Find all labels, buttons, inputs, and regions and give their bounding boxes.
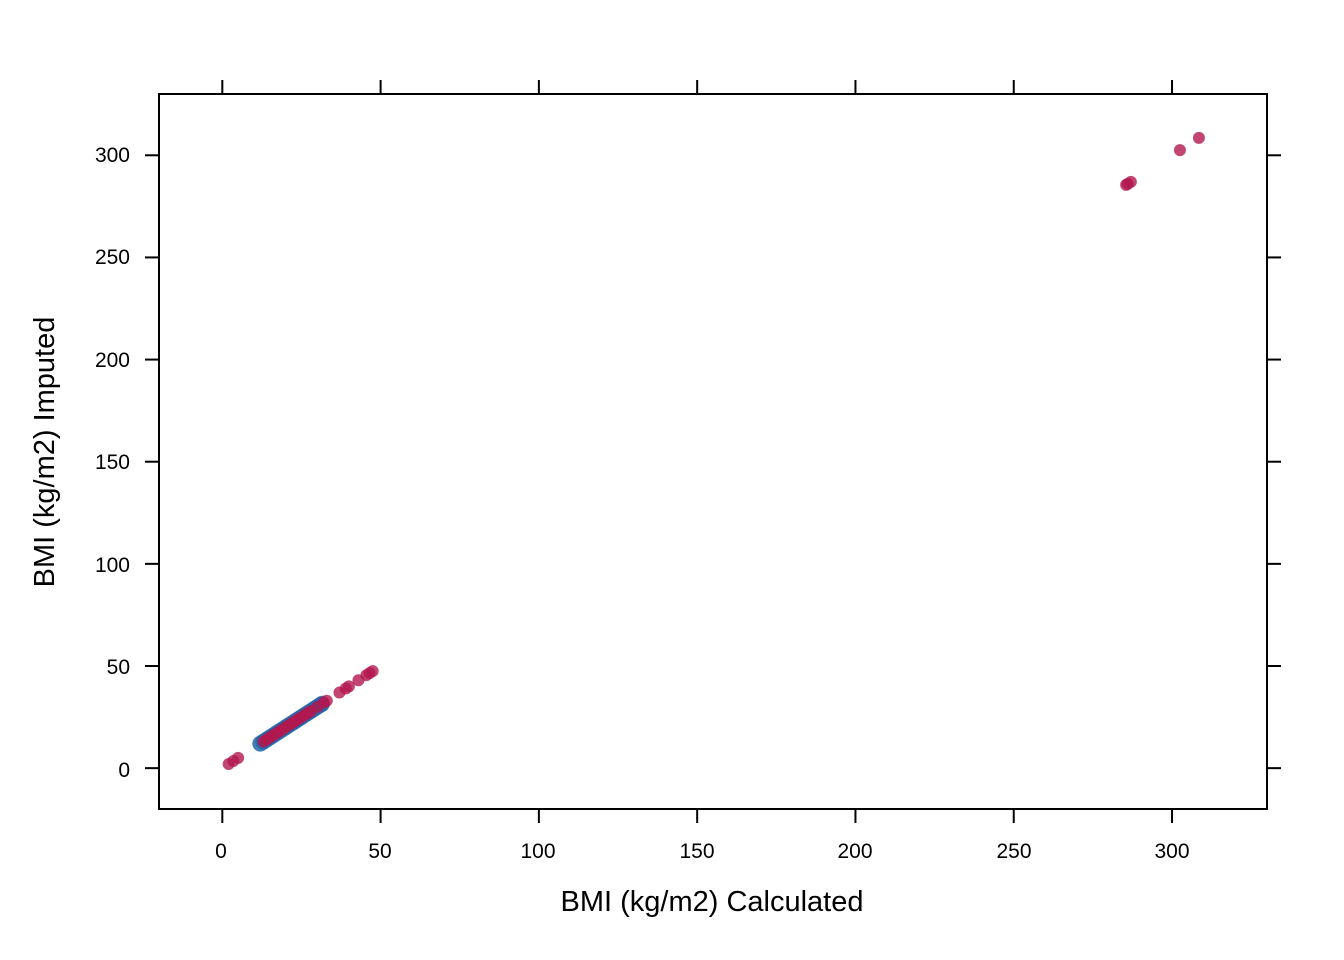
data-point — [1173, 144, 1186, 157]
y-tick-label: 250 — [95, 246, 130, 269]
data-point — [1124, 175, 1137, 188]
data-point — [342, 680, 355, 693]
y-tick-label: 0 — [118, 759, 130, 782]
x-tick-label: 300 — [1154, 840, 1189, 863]
x-axis-label: BMI (kg/m2) Calculated — [561, 886, 864, 918]
x-tick-label: 250 — [996, 840, 1031, 863]
y-tick-label: 150 — [95, 451, 130, 474]
x-tick-labels: 0 50 100 150 200 250 300 — [215, 840, 1189, 863]
y-tick-label: 200 — [95, 349, 130, 372]
x-tick-label: 50 — [368, 840, 391, 863]
x-tick-label: 0 — [215, 840, 227, 863]
x-tick-label: 100 — [520, 840, 555, 863]
data-point — [232, 751, 245, 764]
x-tick-label: 150 — [679, 840, 714, 863]
y-tick-labels: 0 50 100 150 200 250 300 — [95, 144, 130, 782]
y-axis-label: BMI (kg/m2) Imputed — [29, 317, 61, 588]
data-point — [1192, 131, 1205, 144]
y-tick-label: 100 — [95, 554, 130, 577]
y-tick-label: 300 — [95, 144, 130, 167]
axis-ticks — [145, 80, 1281, 823]
x-tick-label: 200 — [837, 840, 872, 863]
y-tick-label: 50 — [107, 656, 130, 679]
data-point — [366, 665, 379, 678]
data-point — [320, 694, 333, 707]
plot-frame — [158, 93, 1268, 810]
data-points — [222, 131, 1205, 771]
